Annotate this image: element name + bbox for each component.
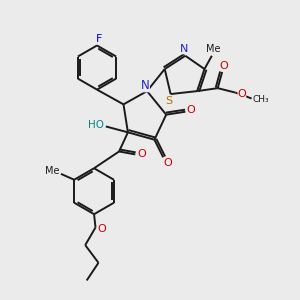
Text: Me: Me — [45, 167, 60, 176]
Text: N: N — [180, 44, 188, 54]
Text: O: O — [219, 61, 228, 71]
Text: N: N — [141, 79, 150, 92]
Text: CH₃: CH₃ — [252, 95, 269, 104]
Text: O: O — [187, 105, 196, 115]
Text: F: F — [96, 34, 103, 44]
Text: S: S — [166, 95, 173, 106]
Text: Me: Me — [206, 44, 220, 54]
Text: HO: HO — [88, 120, 103, 130]
Text: O: O — [238, 89, 246, 99]
Text: O: O — [137, 149, 146, 159]
Text: O: O — [163, 158, 172, 168]
Text: O: O — [98, 224, 106, 234]
